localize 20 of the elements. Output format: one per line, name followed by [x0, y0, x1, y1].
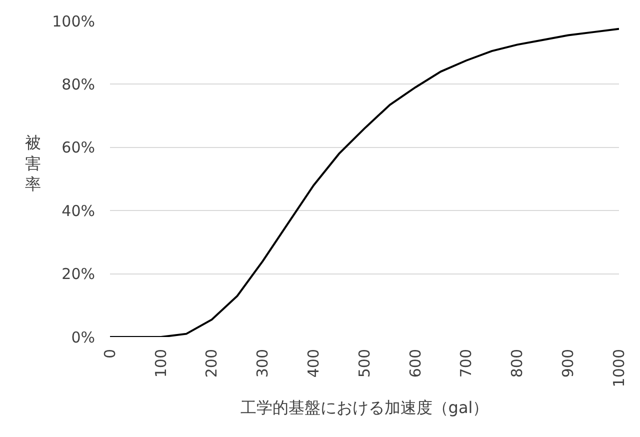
x-tick-label: 300 [254, 349, 272, 378]
x-tick-label: 600 [406, 349, 424, 378]
x-axis-title: 工学的基盤における加速度（gal） [240, 398, 489, 417]
x-tick-label: 500 [355, 349, 374, 378]
y-tick-label: 80% [62, 75, 95, 94]
line-series [110, 28, 619, 337]
y-tick-label: 40% [62, 202, 95, 220]
y-tick-label: 20% [62, 265, 95, 284]
x-tick-label: 400 [304, 349, 322, 378]
y-tick-label: 60% [62, 138, 95, 157]
x-tick-label: 200 [202, 349, 221, 378]
y-axis-title: 被害率 [25, 133, 41, 194]
y-tick-label: 0% [71, 328, 95, 346]
x-tick-label: 0 [100, 349, 119, 359]
y-tick-label: 100% [52, 12, 95, 30]
x-tick-label: 100 [152, 349, 170, 378]
x-tick-label: 700 [457, 349, 476, 378]
x-tick-label: 900 [558, 349, 577, 378]
x-tick-label: 800 [508, 349, 526, 378]
x-tick-label: 1000 [610, 349, 628, 388]
